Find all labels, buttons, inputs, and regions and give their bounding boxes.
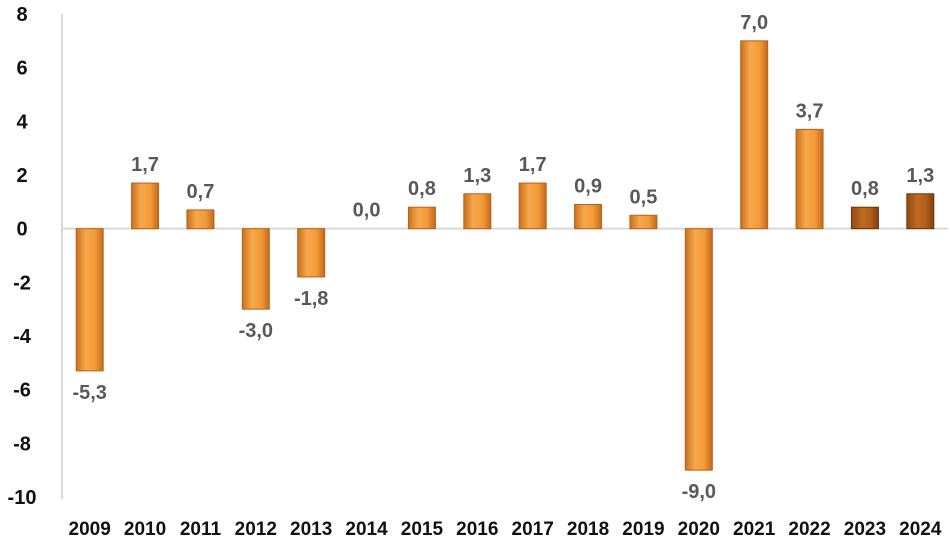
data-label-2018: 0,9 — [574, 176, 602, 198]
y-tick-label: -6 — [13, 380, 31, 402]
data-label-2012: -3,0 — [239, 320, 273, 342]
y-tick-label: 2 — [16, 165, 27, 187]
bar-2015 — [407, 206, 436, 230]
bar-2012 — [241, 228, 270, 310]
bar-2013 — [297, 228, 326, 278]
data-label-2019: 0,5 — [630, 186, 658, 208]
x-tick-label-2021: 2021 — [733, 519, 776, 540]
bar-2024 — [906, 193, 935, 230]
data-label-2015: 0,8 — [408, 178, 436, 200]
x-tick-label-2024: 2024 — [899, 519, 942, 540]
data-label-2014: 0,0 — [353, 200, 381, 222]
y-tick-label: -4 — [13, 326, 32, 348]
data-label-2022: 3,7 — [796, 100, 824, 122]
axes: 8 6 4 2 0 -2 -4 -6 -8 -10 — [8, 4, 948, 509]
y-tick-label: 0 — [16, 219, 27, 241]
bars — [75, 40, 935, 471]
bar-2010 — [131, 182, 160, 230]
y-tick-label: -8 — [13, 433, 31, 455]
y-tick-label: 4 — [16, 111, 28, 133]
bar-2017 — [518, 182, 547, 230]
bar-2016 — [463, 193, 492, 230]
bar-2023 — [850, 206, 879, 230]
y-tick-label: 6 — [16, 58, 27, 80]
x-tick-label-2017: 2017 — [512, 519, 554, 540]
x-tick-label-2020: 2020 — [678, 519, 720, 540]
data-label-2011: 0,7 — [187, 181, 215, 203]
x-tick-label-2015: 2015 — [401, 519, 444, 540]
y-tick-label: -2 — [13, 272, 31, 294]
labels: -5,3 2009 1,7 2010 0,7 2011 -3,0 2012 -1,8 2013 0,… — [69, 12, 942, 540]
bar-2020 — [684, 228, 713, 471]
x-tick-label-2011: 2011 — [180, 519, 222, 540]
data-label-2024: 1,3 — [906, 165, 934, 187]
bar-2011 — [186, 209, 215, 230]
x-tick-label-2022: 2022 — [788, 519, 830, 540]
bar-2022 — [795, 128, 824, 230]
data-label-2020: -9,0 — [682, 481, 716, 503]
y-tick-label: 8 — [16, 4, 27, 26]
data-label-2010: 1,7 — [131, 154, 159, 176]
x-tick-label-2009: 2009 — [69, 519, 111, 540]
data-label-2017: 1,7 — [519, 154, 547, 176]
data-label-2023: 0,8 — [851, 178, 879, 200]
data-label-2021: 7,0 — [740, 12, 768, 34]
x-tick-label-2018: 2018 — [567, 519, 609, 540]
x-tick-label-2012: 2012 — [235, 519, 277, 540]
bar-2021 — [740, 40, 769, 230]
y-tick-label: -10 — [8, 487, 37, 509]
data-label-2016: 1,3 — [463, 165, 491, 187]
x-tick-label-2014: 2014 — [345, 519, 388, 540]
x-tick-label-2023: 2023 — [844, 519, 886, 540]
x-tick-label-2013: 2013 — [290, 519, 332, 540]
data-label-2009: -5,3 — [72, 382, 106, 404]
bar-2019 — [629, 214, 658, 230]
bar-2009 — [75, 228, 104, 372]
x-tick-label-2010: 2010 — [124, 519, 166, 540]
bar-2018 — [574, 204, 603, 230]
data-label-2013: -1,8 — [294, 288, 328, 310]
x-tick-label-2019: 2019 — [622, 519, 664, 540]
x-tick-label-2016: 2016 — [456, 519, 498, 540]
